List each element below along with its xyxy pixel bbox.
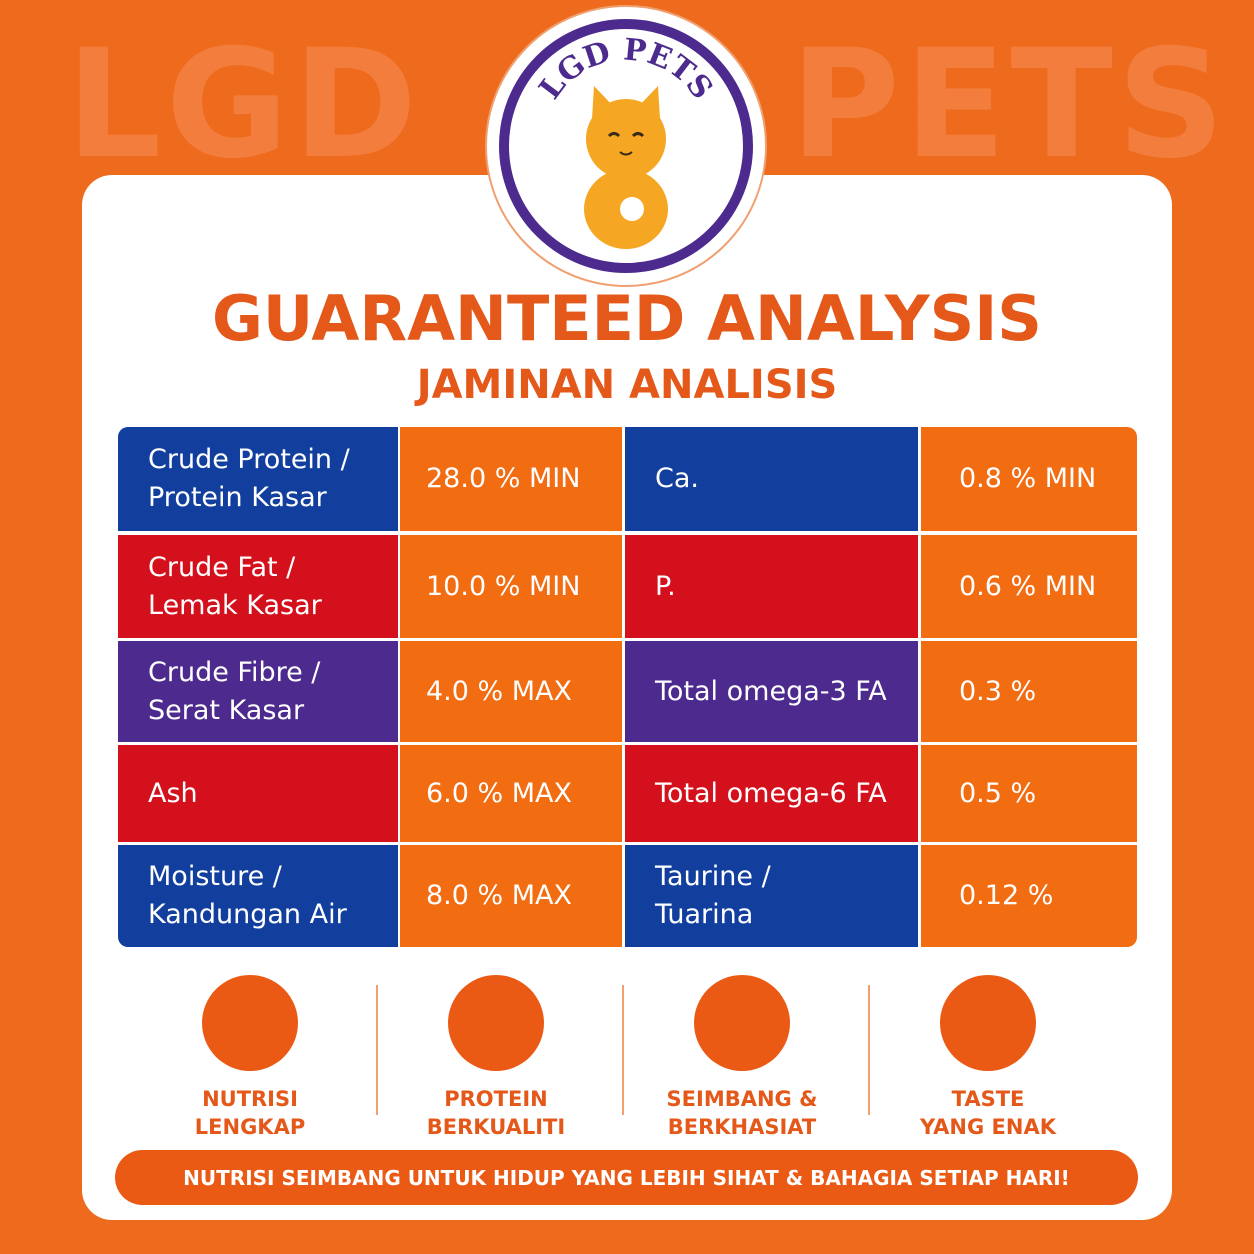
feature-line: YANG ENAK (919, 1115, 1057, 1139)
value-cell: 0.12 % (921, 845, 1137, 947)
feature: NUTRISI LENGKAP (130, 975, 370, 1141)
feature-line: SEIMBANG & (666, 1087, 818, 1111)
label-cell: Crude Protein / Protein Kasar (118, 427, 398, 531)
value-cell: 0.8 % MIN (921, 427, 1137, 531)
label-cell: Crude Fibre / Serat Kasar (118, 641, 398, 742)
value-text: 10.0 % MIN (426, 570, 581, 602)
banner: NUTRISI SEIMBANG UNTUK HIDUP YANG LEBIH … (115, 1150, 1138, 1205)
label-line: Moisture / (148, 861, 282, 892)
label-line: Total omega-3 FA (655, 675, 887, 707)
label-line: Crude Fibre / (148, 656, 321, 688)
feature: SEIMBANG & BERKHASIAT (622, 975, 862, 1141)
value-text: 28.0 % MIN (426, 463, 581, 494)
title: GUARANTEED ANALYSIS (212, 282, 1042, 355)
label-line: Total omega-6 FA (655, 777, 887, 809)
feature-line: BERKHASIAT (667, 1115, 817, 1139)
label-cell: Total omega-6 FA (625, 745, 918, 842)
watermark: LGD (66, 18, 422, 192)
value-cell: 4.0 % MAX (400, 641, 622, 742)
value-text: 0.3 % (959, 675, 1037, 707)
label-line: P. (655, 570, 676, 602)
separator (868, 985, 870, 1115)
value-text: 0.5 % (959, 777, 1037, 809)
value-text: 4.0 % MAX (426, 675, 573, 707)
feature-line: BERKUALITI (426, 1115, 566, 1139)
label-line: Kandungan Air (148, 899, 347, 930)
value-cell: 8.0 % MAX (400, 845, 622, 947)
feature-line: LENGKAP (194, 1115, 306, 1139)
label-line: Protein Kasar (148, 482, 327, 513)
feature-line: NUTRISI (202, 1087, 298, 1111)
label-cell: Moisture / Kandungan Air (118, 845, 398, 947)
value-cell: 6.0 % MAX (400, 745, 622, 842)
label-line: Crude Fat / (148, 551, 296, 583)
feature-icon (448, 975, 544, 1071)
label-line: Ca. (655, 463, 699, 494)
label-cell: Crude Fat / Lemak Kasar (118, 535, 398, 638)
feature-icon (202, 975, 298, 1071)
value-cell: 28.0 % MIN (400, 427, 622, 531)
value-text: 0.6 % MIN (959, 570, 1097, 602)
label-cell: Taurine / Tuarina (625, 845, 918, 947)
value-text: 0.8 % MIN (959, 463, 1097, 494)
label-line: Crude Protein / (148, 444, 350, 475)
separator (376, 985, 378, 1115)
label-line: Tuarina (655, 899, 754, 930)
feature-line: PROTEIN (444, 1087, 548, 1111)
feature: TASTE YANG ENAK (868, 975, 1108, 1141)
label-cell: Ca. (625, 427, 918, 531)
subtitle: JAMINAN ANALISIS (416, 362, 838, 408)
value-cell: 0.5 % (921, 745, 1137, 842)
feature: PROTEIN BERKUALITI (376, 975, 616, 1141)
value-cell: 0.6 % MIN (921, 535, 1137, 638)
separator (622, 985, 624, 1115)
label-cell: P. (625, 535, 918, 638)
label-line: Taurine / (655, 861, 771, 892)
label-line: Lemak Kasar (148, 589, 322, 621)
value-cell: 10.0 % MIN (400, 535, 622, 638)
label-line: Ash (148, 777, 198, 809)
value-text: 8.0 % MAX (426, 880, 573, 911)
feature-icon (694, 975, 790, 1071)
logo: LGD PETS (485, 5, 767, 287)
label-cell: Total omega-3 FA (625, 641, 918, 742)
value-text: 0.12 % (959, 880, 1054, 911)
feature-line: TASTE (951, 1087, 1025, 1111)
label-line: Serat Kasar (148, 694, 305, 726)
watermark: PETS (790, 18, 1229, 192)
value-text: 6.0 % MAX (426, 777, 573, 809)
label-cell: Ash (118, 745, 398, 842)
feature-icon (940, 975, 1036, 1071)
value-cell: 0.3 % (921, 641, 1137, 742)
